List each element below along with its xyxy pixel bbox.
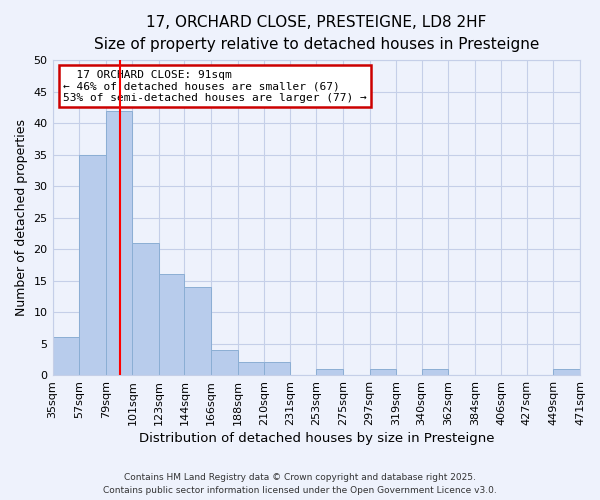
Bar bbox=[211, 350, 238, 375]
Bar bbox=[316, 369, 343, 375]
Bar bbox=[370, 369, 396, 375]
X-axis label: Distribution of detached houses by size in Presteigne: Distribution of detached houses by size … bbox=[139, 432, 494, 445]
Bar bbox=[238, 362, 264, 375]
Bar bbox=[553, 369, 580, 375]
Title: 17, ORCHARD CLOSE, PRESTEIGNE, LD8 2HF
Size of property relative to detached hou: 17, ORCHARD CLOSE, PRESTEIGNE, LD8 2HF S… bbox=[94, 15, 539, 52]
Bar bbox=[106, 110, 133, 375]
Text: 17 ORCHARD CLOSE: 91sqm
← 46% of detached houses are smaller (67)
53% of semi-de: 17 ORCHARD CLOSE: 91sqm ← 46% of detache… bbox=[63, 70, 367, 103]
Bar bbox=[79, 154, 106, 375]
Text: Contains HM Land Registry data © Crown copyright and database right 2025.
Contai: Contains HM Land Registry data © Crown c… bbox=[103, 474, 497, 495]
Bar bbox=[264, 362, 290, 375]
Bar bbox=[159, 274, 184, 375]
Bar bbox=[184, 287, 211, 375]
Bar bbox=[133, 243, 159, 375]
Y-axis label: Number of detached properties: Number of detached properties bbox=[15, 119, 28, 316]
Bar bbox=[53, 338, 79, 375]
Bar bbox=[422, 369, 448, 375]
